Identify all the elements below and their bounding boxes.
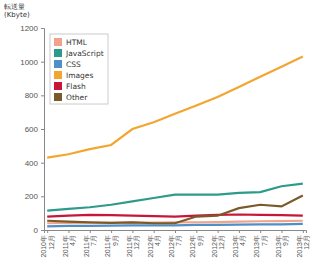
legend-box [50, 34, 108, 104]
lines [47, 57, 303, 227]
legend-label: Images [66, 71, 93, 80]
plot: 0 200 400 600 800 1000 1200 2010年12月 2011年4月 2011… [20, 24, 310, 258]
y-tick-mark [41, 196, 44, 197]
x-tick-mark [303, 230, 304, 233]
x-axis: 2010年12月 2011年4月 2011年7月 2011年9月 2011年12月 201… [40, 230, 310, 258]
x-tick: 2013年9月 [275, 230, 289, 258]
x-tick: 2013年7月 [253, 230, 267, 258]
y-tick: 0 [34, 226, 44, 235]
y-tick: 600 [25, 125, 44, 134]
y-tick-mark [41, 62, 44, 63]
x-tick: 2011年4月 [62, 230, 76, 257]
series-line [47, 57, 303, 158]
x-tick: 2012年12月 [211, 230, 225, 258]
x-tick: 2013年12月 [296, 230, 310, 258]
x-tick: 2010年12月 [40, 230, 54, 258]
legend-item: JavaScript [54, 49, 104, 58]
x-tick-label: 2012年9月 [189, 235, 203, 258]
x-tick-label: 2011年9月 [104, 235, 118, 257]
y-tick: 200 [25, 192, 44, 201]
x-tick-label: 2012年4月 [147, 235, 161, 258]
legend-swatch [54, 93, 62, 101]
legend-item: Other [54, 93, 88, 102]
y-tick-mark [41, 28, 44, 29]
y-tick-label: 200 [25, 192, 39, 201]
x-tick-mark [260, 230, 261, 233]
legend-swatch [54, 71, 62, 79]
legend-swatch [54, 49, 62, 57]
legend-label: CSS [66, 60, 81, 69]
x-tick-mark [239, 230, 240, 233]
x-tick-mark [132, 230, 133, 233]
y-tick: 1000 [20, 58, 44, 67]
y-tick-label: 400 [25, 159, 39, 168]
y-tick-mark [41, 163, 44, 164]
legend-label: Flash [66, 82, 86, 91]
x-tick: 2012年7月 [168, 230, 182, 258]
x-tick-mark [68, 230, 69, 233]
y-tick-label: 800 [25, 91, 39, 100]
x-tick: 2011年9月 [104, 230, 118, 257]
legend-item: Flash [54, 82, 86, 91]
series-line [47, 215, 303, 217]
y-axis-title: 転送量(Kbyte) [4, 3, 30, 19]
y-tick-label: 600 [25, 125, 39, 134]
x-tick-mark [218, 230, 219, 233]
x-tick: 2012年4月 [147, 230, 161, 258]
series-line [47, 195, 303, 223]
legend-label: Other [66, 93, 88, 102]
x-tick-mark [90, 230, 91, 233]
legend-item: Images [54, 71, 93, 80]
x-tick-label: 2013年4月 [232, 235, 246, 258]
x-tick-label: 2011年12月 [125, 235, 139, 257]
legend-label: JavaScript [65, 49, 104, 58]
x-tick-mark [282, 230, 283, 233]
x-tick-mark [154, 230, 155, 233]
x-tick-label: 2012年12月 [211, 235, 225, 258]
x-tick-label: 2010年12月 [40, 235, 54, 258]
x-tick-mark [196, 230, 197, 233]
legend-item: HTML [54, 38, 88, 47]
y-tick-mark [41, 230, 44, 231]
x-tick: 2013年4月 [232, 230, 246, 258]
x-tick-label: 2013年7月 [253, 235, 267, 258]
x-tick-label: 2012年7月 [168, 235, 182, 258]
y-axis: 0 200 400 600 800 1000 1200 [20, 24, 44, 235]
y-tick-label: 0 [34, 226, 39, 235]
legend-swatch [54, 38, 62, 46]
x-tick-label: 2013年12月 [296, 235, 310, 258]
y-tick: 800 [25, 91, 44, 100]
chart: 0 200 400 600 800 1000 1200 2010年12月 2011年4月 2011… [0, 0, 320, 263]
x-tick-label: 2011年7月 [83, 235, 97, 257]
x-tick-label: 2013年9月 [275, 235, 289, 258]
series-line [47, 184, 303, 211]
y-tick-mark [41, 129, 44, 130]
x-tick-mark [111, 230, 112, 233]
legend-swatch [54, 60, 62, 68]
legend-label: HTML [66, 38, 88, 47]
x-tick-mark [175, 230, 176, 233]
y-tick-mark [41, 95, 44, 96]
y-axis-line [41, 29, 45, 231]
x-axis-line [45, 231, 307, 234]
x-tick: 2011年12月 [125, 230, 139, 257]
y-tick-label: 1200 [20, 24, 38, 33]
x-tick-mark [47, 230, 48, 233]
y-tick: 1200 [20, 24, 44, 33]
legend-swatch [54, 82, 62, 90]
legend-item: CSS [54, 60, 81, 69]
x-tick: 2011年7月 [83, 230, 97, 257]
x-tick-label: 2011年4月 [62, 235, 76, 257]
x-tick: 2012年9月 [189, 230, 203, 258]
y-tick: 400 [25, 159, 44, 168]
legend: HTML JavaScript CSS Images Flash Other [50, 34, 108, 104]
y-tick-label: 1000 [20, 58, 38, 67]
